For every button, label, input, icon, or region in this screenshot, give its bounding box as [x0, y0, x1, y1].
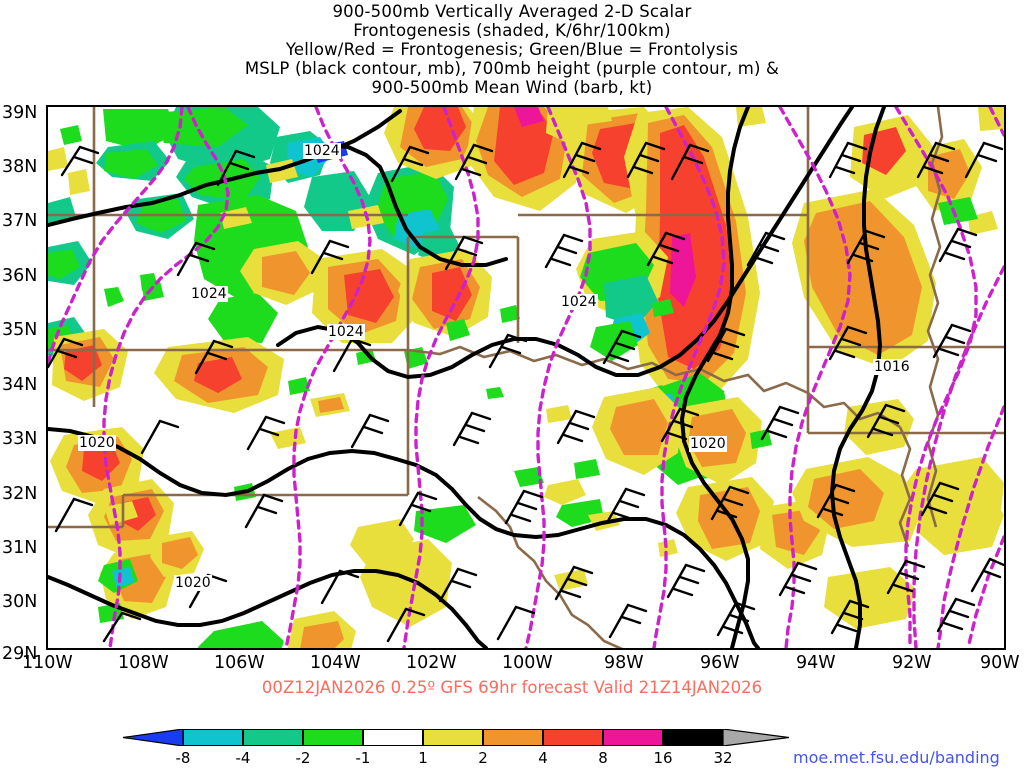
x-tick-104w: 104W — [310, 653, 361, 673]
x-tick-98w: 98W — [604, 653, 644, 673]
colorbar-cell — [243, 729, 303, 746]
colorbar-cell — [543, 729, 603, 746]
colorbar-tick: 32 — [713, 749, 733, 767]
chart-title: 900-500mb Vertically Averaged 2-D Scalar… — [0, 2, 1024, 97]
colorbar-cell — [183, 729, 243, 746]
colorbar-tick: 8 — [598, 749, 608, 767]
x-tick-106w: 106W — [214, 653, 265, 673]
colorbar-tick: 2 — [478, 749, 488, 767]
title-line-2: Frontogenesis (shaded, K/6hr/100km) — [353, 21, 671, 40]
mslp-label: 1024 — [560, 294, 598, 310]
mslp-label: 1020 — [689, 436, 727, 452]
colorbar-cell — [483, 729, 543, 746]
mslp-label: 1016 — [873, 359, 911, 375]
mslp-label: 1020 — [78, 435, 116, 451]
site-watermark[interactable]: moe.met.fsu.edu/banding — [793, 748, 1000, 767]
y-tick-29n: 29N — [2, 644, 38, 664]
colorbar-tick: 1 — [418, 749, 428, 767]
y-tick-39n: 39N — [2, 103, 38, 123]
title-line-3: Yellow/Red = Frontogenesis; Green/Blue =… — [285, 40, 739, 59]
x-tick-100w: 100W — [502, 653, 553, 673]
y-tick-30n: 30N — [2, 592, 38, 612]
mslp-label: 1020 — [174, 575, 212, 591]
y-tick-36n: 36N — [2, 266, 38, 286]
y-tick-33n: 33N — [2, 429, 38, 449]
x-tick-94w: 94W — [796, 653, 836, 673]
colorbar-cell — [423, 729, 483, 746]
mslp-label: 1024 — [327, 324, 365, 340]
forecast-caption: 00Z12JAN2026 0.25º GFS 69hr forecast Val… — [261, 678, 763, 697]
mslp-label: 1024 — [303, 143, 341, 159]
x-tick-102w: 102W — [406, 653, 457, 673]
colorbar-cell — [603, 729, 663, 746]
title-line-1: 900-500mb Vertically Averaged 2-D Scalar — [332, 2, 692, 21]
map-canvas — [48, 107, 1004, 648]
y-tick-34n: 34N — [2, 375, 38, 395]
x-tick-96w: 96W — [700, 653, 740, 673]
colorbar-tick: 16 — [653, 749, 673, 767]
x-tick-110w: 110W — [22, 653, 73, 673]
colorbar-tick: -2 — [295, 749, 311, 767]
wind-barbs — [48, 141, 1004, 643]
x-tick-92w: 92W — [892, 653, 932, 673]
colorbar-tick: -1 — [355, 749, 371, 767]
colorbar-left-arrow — [123, 729, 183, 746]
colorbar-right-arrow — [723, 729, 789, 746]
title-line-5: 900-500mb Mean Wind (barb, kt) — [371, 78, 653, 97]
y-tick-38n: 38N — [2, 157, 38, 177]
map-plot-area: 1024 1024 1024 1024 1020 1020 1020 1016 — [46, 105, 1006, 650]
frontogenesis-shading — [48, 107, 1004, 648]
colorbar-tick: 4 — [538, 749, 548, 767]
700mb-height-contours — [48, 107, 1004, 648]
y-tick-32n: 32N — [2, 484, 38, 504]
colorbar-cell — [663, 729, 723, 746]
y-tick-35n: 35N — [2, 320, 38, 340]
colorbar-cell — [363, 729, 423, 746]
y-tick-37n: 37N — [2, 211, 38, 231]
x-tick-90w: 90W — [980, 653, 1020, 673]
colorbar-cell — [303, 729, 363, 746]
colorbar-tick: -8 — [175, 749, 191, 767]
y-tick-31n: 31N — [2, 538, 38, 558]
x-tick-108w: 108W — [118, 653, 169, 673]
mslp-label: 1024 — [190, 286, 228, 302]
colorbar-tick: -4 — [235, 749, 251, 767]
title-line-4: MSLP (black contour, mb), 700mb height (… — [244, 59, 780, 78]
